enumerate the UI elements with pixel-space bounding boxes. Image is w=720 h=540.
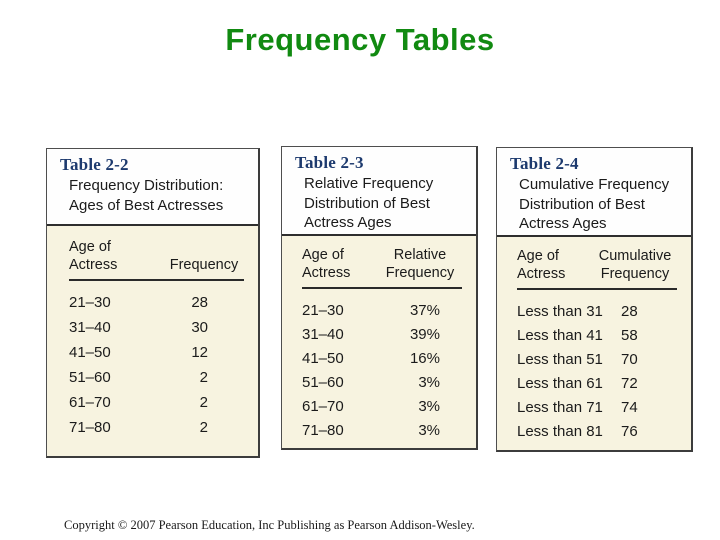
table-row: Less than 41 58 [517,323,677,347]
table-row: 21–30 37% [302,298,462,322]
table-cumulative-frequency-distribution: Table 2-4 Cumulative Frequency Distribut… [496,147,693,452]
table-row: Less than 71 74 [517,395,677,419]
table-row: Less than 81 76 [517,419,677,443]
row-value: 74 [621,398,638,416]
row-value: 39% [409,325,440,343]
row-label: 61–70 [302,397,344,415]
row-value: 37% [409,301,440,319]
row-value: 30 [191,319,208,337]
row-value: 76 [621,422,638,440]
column-headers: Age of Actress Frequency [69,238,244,282]
table-description: Relative Frequency Distribution of Best … [304,175,434,231]
table-rows: 21–30 37% 31–40 39% 41–50 16% 51–60 3% 61–70… [302,298,462,442]
row-value: 70 [621,350,638,368]
column-header-age: Age of Actress [69,239,118,274]
column-headers: Age of Actress Cumulative Frequency [517,247,677,291]
row-label: 41–50 [302,349,344,367]
row-value: 28 [191,294,208,312]
row-label: 61–70 [69,394,111,412]
table-header: Table 2-2 Frequency Distribution: Ages o… [47,149,258,226]
table-row: 71–80 3% [302,418,462,442]
table-body: Age of Actress Frequency 21–30 28 31–40 30… [47,226,258,456]
table-row: Less than 51 70 [517,347,677,371]
column-header-frequency: Frequency [169,257,239,274]
row-label: Less than 61 [517,374,603,392]
column-header-cumulative-frequency: Cumulative Frequency [598,248,672,283]
table-description: Cumulative Frequency Distribution of Bes… [519,176,670,232]
row-label: 31–40 [302,325,344,343]
table-description: Frequency Distribution: Ages of Best Act… [69,177,224,214]
table-row: 21–30 28 [69,290,244,315]
row-label: Less than 81 [517,422,603,440]
table-frequency-distribution: Table 2-2 Frequency Distribution: Ages o… [46,148,260,458]
table-label: Table 2-2 [60,155,129,174]
row-value: 2 [199,369,208,387]
row-label: Less than 51 [517,350,603,368]
column-header-age: Age of Actress [517,248,566,283]
table-label: Table 2-4 [510,154,579,173]
column-header-relative-frequency: Relative Frequency [385,247,455,282]
row-label: 51–60 [302,373,344,391]
table-row: 31–40 30 [69,315,244,340]
table-row: 41–50 16% [302,346,462,370]
page-title: Frequency Tables [225,22,495,57]
row-value: 58 [621,326,638,344]
row-label: Less than 41 [517,326,603,344]
row-value: 3% [418,421,440,439]
table-relative-frequency-distribution: Table 2-3 Relative Frequency Distributio… [281,146,478,450]
row-label: 21–30 [302,301,344,319]
table-label: Table 2-3 [295,153,364,172]
table-row: 61–70 3% [302,394,462,418]
row-label: 41–50 [69,344,111,362]
table-body: Age of Actress Cumulative Frequency Less… [497,237,691,450]
copyright-text: Copyright © 2007 Pearson Education, Inc … [64,518,475,532]
row-label: Less than 31 [517,302,603,320]
table-body: Age of Actress Relative Frequency 21–30 3… [282,236,476,448]
row-label: Less than 71 [517,398,603,416]
table-row: 71–80 2 [69,415,244,440]
table-row: 41–50 12 [69,340,244,365]
table-row: 51–60 3% [302,370,462,394]
row-label: 71–80 [302,421,344,439]
row-label: 31–40 [69,319,111,337]
row-value: 2 [199,419,208,437]
row-label: 71–80 [69,419,111,437]
table-row: 31–40 39% [302,322,462,346]
row-value: 2 [199,394,208,412]
column-header-age: Age of Actress [302,247,351,282]
table-row: Less than 61 72 [517,371,677,395]
table-row: 51–60 2 [69,365,244,390]
table-header: Table 2-4 Cumulative Frequency Distribut… [497,148,691,237]
table-row: 61–70 2 [69,390,244,415]
row-value: 16% [409,349,440,367]
column-headers: Age of Actress Relative Frequency [302,246,462,290]
row-label: 51–60 [69,369,111,387]
table-rows: 21–30 28 31–40 30 41–50 12 51–60 2 61–70 2 71… [69,290,244,440]
table-row: Less than 31 28 [517,299,677,323]
row-value: 72 [621,374,638,392]
table-rows: Less than 31 28 Less than 41 58 Less than … [517,299,677,443]
row-label: 21–30 [69,294,111,312]
row-value: 3% [418,373,440,391]
row-value: 28 [621,302,638,320]
table-header: Table 2-3 Relative Frequency Distributio… [282,147,476,236]
row-value: 12 [191,344,208,362]
row-value: 3% [418,397,440,415]
